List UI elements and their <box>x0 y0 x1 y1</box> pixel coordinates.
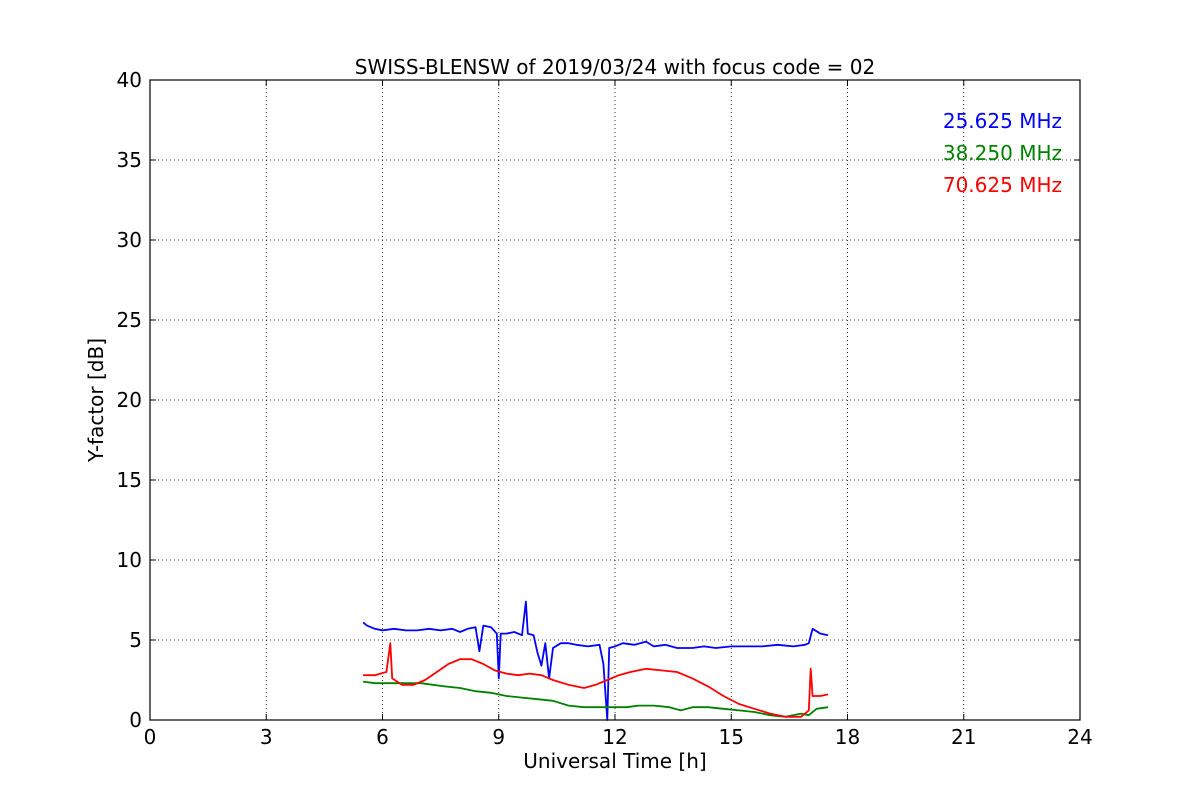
series-line-2 <box>362 680 829 718</box>
x-tick-label: 0 <box>144 725 157 749</box>
x-tick-label: 18 <box>835 725 860 749</box>
x-tick-label: 24 <box>1067 725 1092 749</box>
legend-entry-1: 25.625 MHz <box>943 109 1062 133</box>
legend-entry-3: 70.625 MHz <box>943 173 1062 197</box>
legend: 25.625 MHz 38.250 MHz 70.625 MHz <box>943 109 1062 197</box>
legend-entry-2: 38.250 MHz <box>943 141 1062 165</box>
series-group <box>362 600 829 721</box>
x-tick-label: 6 <box>376 725 389 749</box>
y-tick-label: 5 <box>129 628 142 652</box>
y-tick-label: 20 <box>117 388 142 412</box>
y-tick-label: 40 <box>117 68 142 92</box>
y-tick-label: 15 <box>117 468 142 492</box>
y-tick-label: 0 <box>129 708 142 732</box>
x-tick-label: 15 <box>719 725 744 749</box>
x-axis-label: Universal Time [h] <box>523 749 706 773</box>
x-tick-label: 3 <box>260 725 273 749</box>
x-tick-label: 12 <box>602 725 627 749</box>
x-tick-label: 21 <box>951 725 976 749</box>
y-tick-label: 10 <box>117 548 142 572</box>
y-tick-label: 25 <box>117 308 142 332</box>
x-tick-label: 9 <box>492 725 505 749</box>
y-tick-label: 30 <box>117 228 142 252</box>
chart-title: SWISS-BLENSW of 2019/03/24 with focus co… <box>355 55 876 79</box>
series-line-3 <box>363 642 829 718</box>
y-axis-label: Y-factor [dB] <box>84 338 108 463</box>
axis-ticks: 0 3 6 9 12 15 18 21 24 0 5 10 15 20 25 30 35 40 <box>117 68 1093 749</box>
series-line-1 <box>362 600 829 721</box>
y-tick-label: 35 <box>117 148 142 172</box>
